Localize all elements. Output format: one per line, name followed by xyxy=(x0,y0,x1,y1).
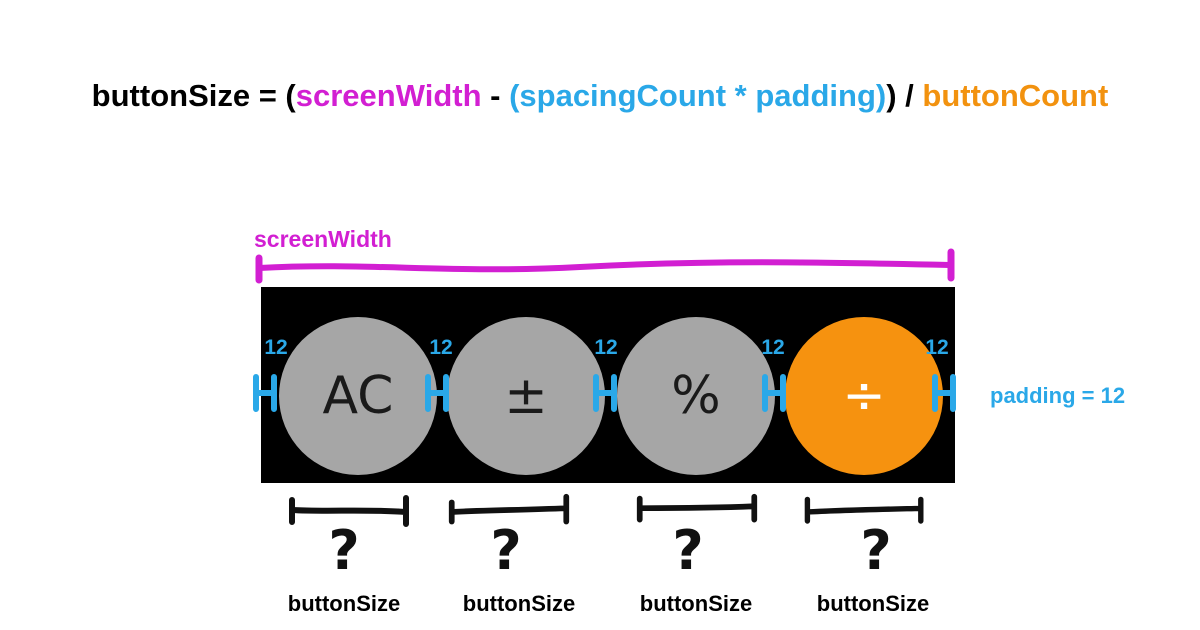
padding-marker-1 xyxy=(253,374,277,412)
padding-label: padding = 12 xyxy=(990,383,1126,408)
screen-width-label: screenWidth xyxy=(254,226,392,252)
padding-value-5: 12 xyxy=(925,336,949,359)
unknown-mark-3: ? xyxy=(672,519,704,582)
formula: buttonSize = (screenWidth - (spacingCoun… xyxy=(0,78,1200,114)
padding-marker-2 xyxy=(425,374,449,412)
button-size-label-3: buttonSize xyxy=(639,591,753,616)
padding-value-3: 12 xyxy=(594,336,618,359)
screen-width-bracket xyxy=(255,248,955,284)
button-size-label-1: buttonSize xyxy=(287,591,401,616)
padding-marker-5 xyxy=(932,374,956,412)
button-size-label-4: buttonSize xyxy=(816,591,930,616)
padding-marker-4 xyxy=(762,374,786,412)
unknown-mark-4: ? xyxy=(860,519,892,582)
formula-close-div: ) / xyxy=(886,78,923,113)
button-size-bracket-1 xyxy=(289,495,409,527)
padding-marker-3 xyxy=(593,374,617,412)
formula-spacing-term: (spacingCount * padding) xyxy=(509,78,887,113)
padding-value-2: 12 xyxy=(429,336,453,359)
padding-value-4: 12 xyxy=(761,336,785,359)
plus-minus-button[interactable]: ± xyxy=(447,317,605,475)
percent-button[interactable]: % xyxy=(617,317,775,475)
button-size-label-2: buttonSize xyxy=(462,591,576,616)
formula-screen-width: screenWidth xyxy=(295,78,482,113)
ac-button[interactable]: AC xyxy=(279,317,437,475)
formula-minus: - xyxy=(481,78,510,113)
button-size-bracket-4 xyxy=(804,496,924,524)
padding-value-1: 12 xyxy=(264,336,288,359)
divide-button[interactable]: ÷ xyxy=(785,317,943,475)
button-size-bracket-2 xyxy=(448,493,570,525)
formula-lhs: buttonSize = ( xyxy=(91,78,296,113)
button-size-bracket-3 xyxy=(636,493,758,523)
unknown-mark-1: ? xyxy=(328,519,360,582)
unknown-mark-2: ? xyxy=(490,519,522,582)
formula-button-count: buttonCount xyxy=(922,78,1109,113)
